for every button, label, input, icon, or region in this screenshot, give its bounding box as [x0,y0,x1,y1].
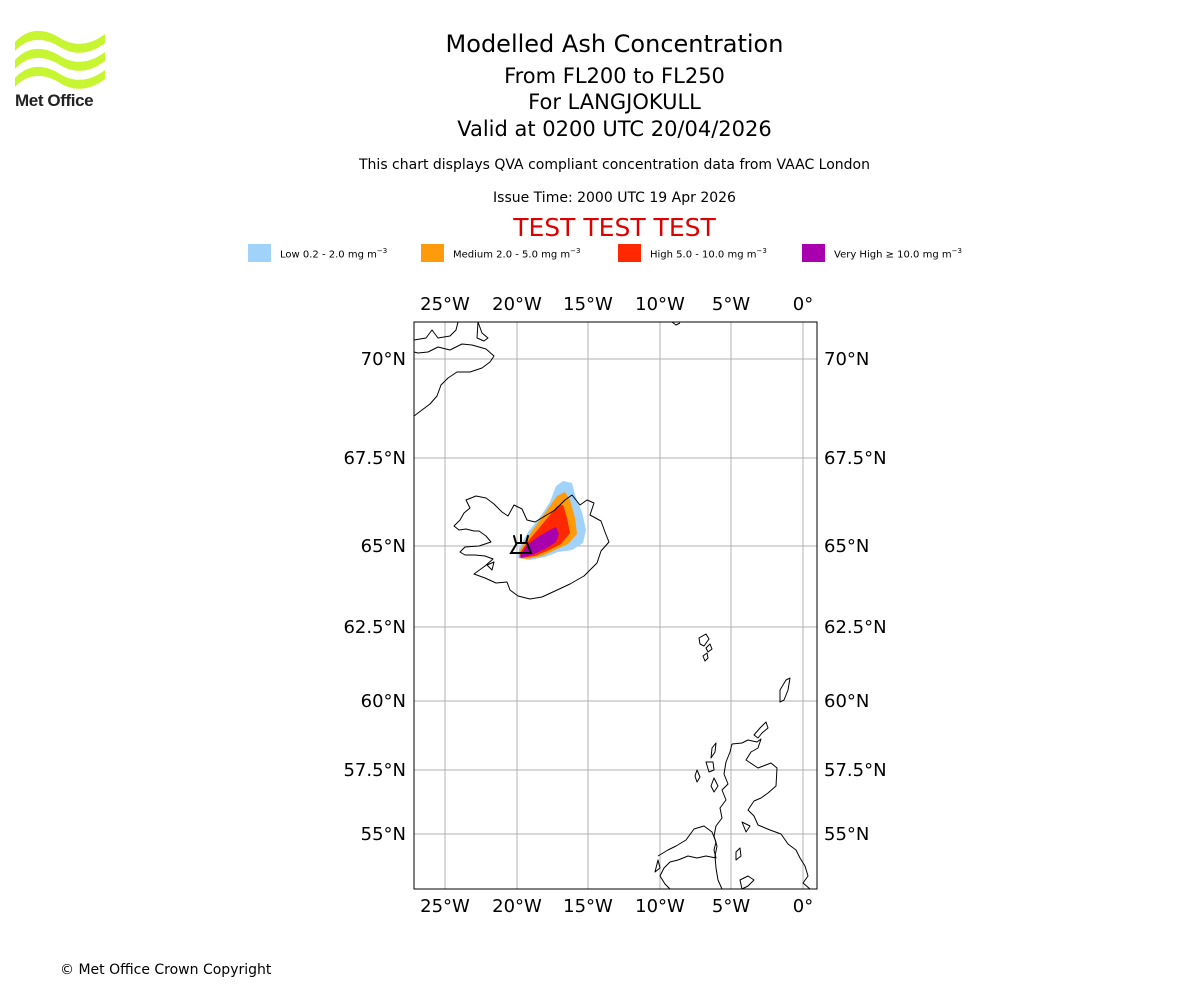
copyright-notice: © Met Office Crown Copyright [60,962,272,978]
legend-swatch-medium [421,244,444,262]
test-banner: TEST TEST TEST [513,213,716,242]
lat-label-left: 70°N [361,349,406,370]
lon-label-top: 10°W [635,294,685,315]
flight-levels: From FL200 to FL250 [504,64,725,88]
lon-label-bottom: 20°W [492,896,542,917]
lat-label-left: 60°N [361,691,406,712]
lat-label-right: 65°N [824,536,869,557]
lat-label-right: 67.5°N [824,448,887,469]
legend-label-medium: Medium 2.0 - 5.0 mg m [453,249,571,261]
lat-label-left: 57.5°N [343,760,406,781]
issue-time: Issue Time: 2000 UTC 19 Apr 2026 [493,190,736,206]
map-frame [413,321,818,890]
logo-text: Met Office [15,91,94,110]
legend-label-high: High 5.0 - 10.0 mg m [650,249,757,261]
lat-label-left: 65°N [361,536,406,557]
lat-label-left: 67.5°N [343,448,406,469]
coastlines [413,321,811,890]
legend-swatch-low [248,244,271,262]
lon-label-bottom: 5°W [712,896,750,917]
legend-label-low: Low 0.2 - 2.0 mg m [280,249,377,261]
qva-subtitle: This chart displays QVA compliant concen… [359,157,870,173]
legend-label-very-high: Very High ≥ 10.0 mg m [834,249,952,261]
legend-swatch-high [618,244,641,262]
lon-label-top: 15°W [563,294,613,315]
gridlines [414,322,817,889]
lat-label-right: 60°N [824,691,869,712]
chart-title: Modelled Ash Concentration [445,30,784,58]
lon-label-top: 5°W [712,294,750,315]
lat-label-right: 55°N [824,824,869,845]
lat-label-right: 57.5°N [824,760,887,781]
lon-label-bottom: 25°W [420,896,470,917]
volcano-name: For LANGJOKULL [528,90,701,114]
lat-label-right: 70°N [824,349,869,370]
wave-logo-icon [15,30,105,89]
lat-label-left: 55°N [361,824,406,845]
lon-label-bottom: 15°W [563,896,613,917]
lon-label-top: 25°W [420,294,470,315]
lat-label-right: 62.5°N [824,617,887,638]
lon-label-bottom: 10°W [635,896,685,917]
volcano-marker-icon [509,534,533,554]
met-office-logo: Met Office [14,30,109,112]
tick-labels: 25°W 20°W 15°W 10°W 5°W 0° 25°W 20°W 15°… [343,294,886,917]
legend-swatch-very-high [802,244,825,262]
lon-label-top: 20°W [492,294,542,315]
lon-label-bottom: 0° [793,896,813,917]
valid-time: Valid at 0200 UTC 20/04/2026 [457,117,772,141]
lat-label-left: 62.5°N [343,617,406,638]
lon-label-top: 0° [793,294,813,315]
